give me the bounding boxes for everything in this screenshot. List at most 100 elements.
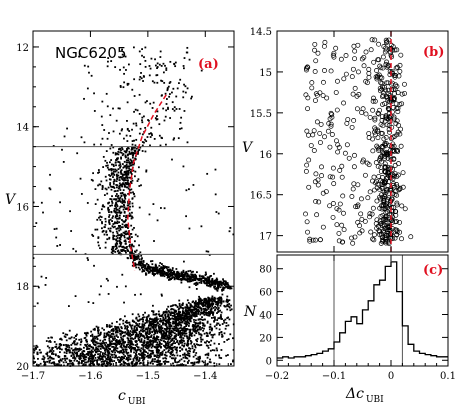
cmd-point	[94, 359, 96, 362]
cmd-point	[142, 335, 144, 338]
panel-b-point	[314, 92, 320, 98]
cmd-point	[112, 151, 115, 154]
cmd-point	[181, 344, 184, 347]
cmd-point	[125, 207, 128, 210]
cmd-point	[187, 270, 190, 273]
panel-b-point	[402, 206, 408, 212]
cmd-point	[166, 319, 168, 322]
cmd-point	[176, 339, 179, 342]
cmd-point	[176, 271, 178, 274]
cmd-point	[160, 339, 163, 342]
cmd-point	[181, 333, 184, 336]
cmd-point	[193, 302, 196, 305]
cmd-point	[118, 148, 121, 150]
cmd-point	[147, 263, 150, 266]
cmd-point	[133, 195, 136, 198]
cmd-point	[92, 363, 95, 366]
cmd-point	[131, 179, 134, 182]
cmd-point	[209, 323, 212, 326]
cmd-point	[121, 53, 124, 56]
cmd-point	[200, 340, 203, 343]
cmd-point	[166, 87, 169, 89]
cmd-point	[226, 317, 229, 319]
cmd-point	[219, 286, 222, 289]
cmd-point	[208, 361, 211, 363]
cmd-point	[229, 286, 232, 289]
cmd-point	[169, 337, 171, 340]
cmd-point	[126, 84, 129, 86]
cmd-point	[105, 325, 108, 328]
cmd-point	[108, 214, 111, 216]
cmd-point	[109, 183, 111, 186]
cmd-point	[152, 313, 155, 316]
cmd-point	[83, 337, 86, 340]
cmd-point	[114, 170, 117, 173]
cmd-point	[110, 342, 113, 345]
cmd-point	[101, 222, 103, 225]
cmd-point	[126, 204, 129, 207]
panel-b-point	[322, 134, 327, 140]
cmd-point	[123, 160, 126, 163]
cmd-point	[210, 310, 213, 313]
cmd-point	[112, 172, 115, 175]
cmd-point	[197, 298, 200, 301]
cmd-point	[137, 337, 140, 340]
cmd-point	[224, 284, 226, 287]
cmd-point	[161, 268, 164, 271]
cmd-point	[123, 72, 125, 75]
cmd-point	[140, 354, 143, 357]
cmd-point	[59, 347, 61, 350]
cmd-point	[157, 343, 160, 346]
cmd-point	[182, 345, 185, 348]
cmd-point	[101, 188, 104, 191]
panel-b-point	[333, 90, 339, 95]
cmd-point	[148, 333, 150, 336]
cmd-point	[110, 198, 113, 201]
cmd-point	[218, 333, 221, 336]
cmd-point	[185, 323, 188, 326]
cmd-point	[97, 348, 100, 351]
cmd-point	[134, 337, 136, 340]
cmd-point	[182, 310, 185, 313]
cmd-point	[141, 144, 144, 147]
cmd-point	[146, 345, 149, 348]
cmd-point	[134, 293, 136, 296]
cmd-point	[122, 322, 125, 325]
cmd-point	[162, 273, 165, 275]
cmd-point	[126, 232, 129, 235]
cmd-point	[184, 320, 187, 323]
cmd-point	[170, 357, 173, 360]
cmd-point	[217, 299, 220, 302]
cmd-point	[217, 308, 219, 311]
cmd-point	[132, 364, 134, 367]
cmd-point	[138, 332, 141, 335]
panel-c-histogram-line	[277, 261, 448, 359]
cmd-point	[115, 198, 118, 201]
panel-b-point	[306, 157, 312, 163]
cmd-point	[116, 329, 118, 331]
cmd-point	[117, 171, 120, 174]
cmd-point	[113, 222, 116, 225]
cmd-point	[96, 347, 99, 350]
cmd-point	[141, 268, 144, 271]
cmd-point	[227, 283, 229, 286]
cmd-point	[185, 303, 188, 306]
cmd-point	[183, 57, 186, 59]
cmd-point	[227, 354, 229, 356]
panel-b-point	[337, 167, 343, 173]
cmd-point	[155, 356, 158, 358]
cmd-point	[113, 190, 116, 193]
cmd-point	[35, 344, 38, 347]
panel-b-point	[379, 144, 385, 150]
cmd-point	[124, 150, 127, 153]
cmd-point	[175, 322, 178, 325]
cmd-point	[220, 296, 223, 299]
cmd-point	[114, 337, 116, 340]
cmd-point	[123, 211, 126, 214]
cmd-point	[198, 310, 201, 313]
cmd-point	[133, 351, 135, 354]
cmd-point	[220, 284, 223, 287]
cmd-point	[55, 236, 58, 239]
cmd-point	[216, 322, 219, 325]
cmd-point	[179, 314, 182, 317]
